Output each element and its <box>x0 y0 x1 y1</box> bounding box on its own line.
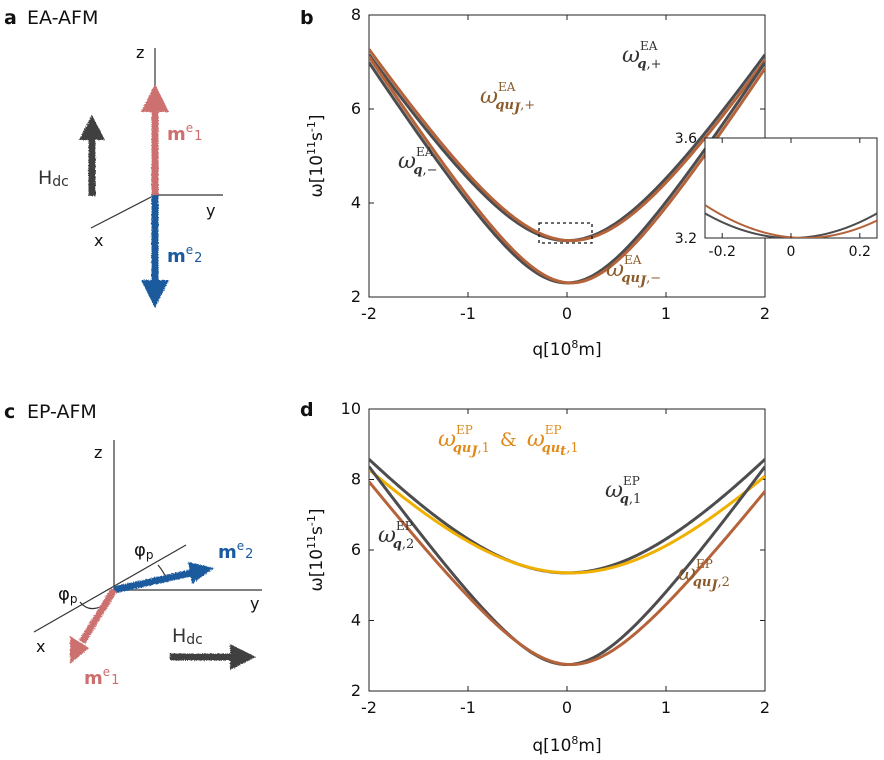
chart-d-curves <box>369 458 765 667</box>
chart-d: d -2 -1 0 1 2 2 4 6 8 10 ω[1011s-1] q[108m] ωEP qu… <box>300 399 770 756</box>
label-ea-quj-minus: ωEA quJ,− <box>606 253 661 289</box>
series-line-3 <box>369 480 765 667</box>
y-tick-label: 2 <box>351 287 361 306</box>
axis-x-label: x <box>94 231 103 250</box>
inset-ticks: -0.2 0 0.2 3.2 3.6 <box>675 131 877 260</box>
panel-a: a EA-AFM z y x me1 me2 Hdc <box>4 7 223 308</box>
label-ep-q-2: ωEP q,2 <box>378 519 414 552</box>
chart-d-xlabel: q[108m] <box>532 734 601 756</box>
panel-a-title: EA-AFM <box>27 7 98 29</box>
zoom-box <box>538 222 593 244</box>
x-tick-label: 1 <box>661 304 671 323</box>
chart-b-inset: -0.2 0 0.2 3.2 3.6 <box>675 131 878 260</box>
x-tick-label: 2 <box>760 698 770 717</box>
hdc-label-a: Hdc <box>38 167 69 190</box>
y-tick-label: 8 <box>351 5 361 24</box>
y-tick-label: 4 <box>351 193 361 212</box>
y-tick-label: 8 <box>351 470 361 489</box>
y-tick-label: 6 <box>351 99 361 118</box>
x-tick-label: -2 <box>361 698 377 717</box>
label-ea-q-minus: ωEA q,− <box>398 145 438 178</box>
m1-arrow-c <box>70 588 117 664</box>
x-tick-label: -1 <box>460 698 476 717</box>
x-axis <box>90 194 156 229</box>
chart-b-xlabel: q[108m] <box>532 338 601 360</box>
m2-label: me2 <box>167 243 202 267</box>
angle-arc-1 <box>79 601 101 610</box>
panel-d-letter: d <box>300 399 314 421</box>
chart-b-ylabel: ω[1011s-1] <box>305 115 327 198</box>
y-tick-label: 3.2 <box>675 231 697 247</box>
panel-c: c EP-AFM z y x φp φp me2 me1 Hdc <box>4 401 262 689</box>
m1-label: me1 <box>167 121 202 145</box>
y-tick-label: 3.6 <box>675 131 697 147</box>
chart-d-ticks: -2 -1 0 1 2 2 4 6 8 10 <box>341 399 770 717</box>
y-tick-label: 4 <box>351 611 361 630</box>
label-ea-quj-plus: ωEA quJ,+ <box>480 80 535 116</box>
hdc-arrow-a <box>79 115 105 196</box>
axis-x-label-c: x <box>36 637 45 656</box>
hdc-arrow-c <box>170 644 256 670</box>
m2-arrow-c <box>113 562 214 594</box>
x-tick-label: 1 <box>661 698 671 717</box>
series-line-3 <box>369 55 765 285</box>
y-tick-label: 10 <box>341 399 361 418</box>
label-ep-quj-1-and-qut-1: ωEP quJ,1 & ωEP qut,1 <box>438 423 579 459</box>
x-tick-label: 0.2 <box>849 244 871 260</box>
m1-arrow <box>141 84 169 195</box>
inset-frame <box>704 137 878 239</box>
series-line-1 <box>369 468 765 575</box>
x-tick-label: -0.2 <box>709 244 736 260</box>
x-tick-label: 0 <box>562 304 572 323</box>
chart-d-ylabel: ω[1011s-1] <box>305 509 327 592</box>
label-ep-q-1: ωEP q,1 <box>605 474 641 507</box>
label-ea-q-plus: ωEA q,+ <box>622 39 662 72</box>
chart-b-ticks: -2 -1 0 1 2 2 4 6 8 <box>351 5 770 323</box>
y-tick-label: 2 <box>351 681 361 700</box>
panel-c-title: EP-AFM <box>27 401 97 423</box>
phi-label-1: φp <box>58 584 78 606</box>
panel-a-letter: a <box>4 7 17 29</box>
x-tick-label: 0 <box>562 698 572 717</box>
series-line-0 <box>705 212 877 238</box>
x-axis-c <box>33 544 187 633</box>
y-tick-label: 6 <box>351 540 361 559</box>
hdc-label-c: Hdc <box>172 625 203 648</box>
x-tick-label: 2 <box>760 304 770 323</box>
chart-b-curves <box>369 48 765 285</box>
m2-label-c: me2 <box>218 539 253 563</box>
m2-arrow <box>141 195 169 308</box>
axis-z-label-c: z <box>94 443 102 462</box>
label-ep-quj-2: ωEP quJ,2 <box>678 557 730 593</box>
x-tick-label: -1 <box>460 304 476 323</box>
series-line-1 <box>369 48 765 243</box>
m1-label-c: me1 <box>84 665 119 689</box>
phi-label-2: φp <box>134 540 154 562</box>
panel-c-letter: c <box>4 401 15 423</box>
x-tick-label: -2 <box>361 304 377 323</box>
x-tick-label: 0 <box>787 244 796 260</box>
axis-y-label-c: y <box>250 594 259 613</box>
panel-b-letter: b <box>300 7 314 29</box>
axis-y-label: y <box>206 201 215 220</box>
axis-z-label: z <box>136 43 144 62</box>
